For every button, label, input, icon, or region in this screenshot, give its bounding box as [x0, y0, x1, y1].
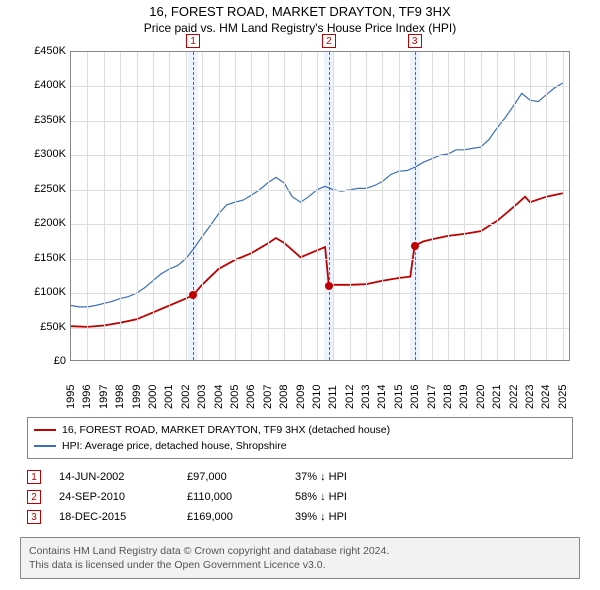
y-tick-label: £250K — [20, 183, 66, 195]
gridline — [87, 52, 88, 360]
gridline — [120, 52, 121, 360]
gridline — [169, 52, 170, 360]
y-tick-label: £400K — [20, 79, 66, 91]
gridline — [251, 52, 252, 360]
event-row-date: 14-JUN-2002 — [59, 471, 169, 483]
gridline — [71, 190, 569, 191]
events-table: 1 14-JUN-2002 £97,000 37% ↓ HPI 2 24-SEP-2010… — [27, 467, 573, 527]
gridline — [71, 293, 569, 294]
footer-line: Contains HM Land Registry data © Crown c… — [29, 544, 571, 558]
gridline — [464, 52, 465, 360]
y-tick-label: £200K — [20, 217, 66, 229]
gridline — [71, 259, 569, 260]
event-dot — [411, 242, 419, 250]
legend-label: 16, FOREST ROAD, MARKET DRAYTON, TF9 3HX… — [62, 422, 390, 438]
chart: £0 £50K £100K £150K £200K £250K £300K £350K £400… — [20, 41, 580, 411]
gridline — [546, 52, 547, 360]
event-row-badge: 3 — [27, 510, 41, 524]
legend-item: HPI: Average price, detached house, Shro… — [34, 438, 566, 454]
attribution-footer: Contains HM Land Registry data © Crown c… — [20, 537, 580, 579]
event-row-date: 18-DEC-2015 — [59, 511, 169, 523]
gridline — [366, 52, 367, 360]
y-tick-label: £300K — [20, 148, 66, 160]
event-row-delta: 39% ↓ HPI — [295, 511, 405, 523]
gridline — [497, 52, 498, 360]
gridline — [530, 52, 531, 360]
gridline — [71, 224, 569, 225]
gridline — [202, 52, 203, 360]
series-lines — [71, 52, 571, 362]
y-tick-label: £100K — [20, 286, 66, 298]
legend-swatch — [34, 445, 56, 447]
event-row-price: £110,000 — [187, 491, 277, 503]
event-dot — [325, 282, 333, 290]
gridline — [71, 121, 569, 122]
plot-area: 123 — [70, 51, 570, 361]
legend-swatch — [34, 429, 56, 431]
footer-line: This data is licensed under the Open Gov… — [29, 558, 571, 572]
gridline — [104, 52, 105, 360]
y-tick-label: £0 — [20, 355, 66, 367]
event-row-badge: 2 — [27, 490, 41, 504]
legend-item: 16, FOREST ROAD, MARKET DRAYTON, TF9 3HX… — [34, 422, 566, 438]
event-row-delta: 58% ↓ HPI — [295, 491, 405, 503]
gridline — [399, 52, 400, 360]
event-row: 2 24-SEP-2010 £110,000 58% ↓ HPI — [27, 487, 573, 507]
event-row-price: £169,000 — [187, 511, 277, 523]
gridline — [432, 52, 433, 360]
gridline — [382, 52, 383, 360]
gridline — [71, 328, 569, 329]
gridline — [563, 52, 564, 360]
gridline — [137, 52, 138, 360]
gridline — [268, 52, 269, 360]
gridline — [71, 155, 569, 156]
gridline — [153, 52, 154, 360]
legend: 16, FOREST ROAD, MARKET DRAYTON, TF9 3HX… — [27, 417, 573, 459]
gridline — [514, 52, 515, 360]
gridline — [71, 86, 569, 87]
x-tick-label: 2025 — [557, 397, 597, 409]
gridline — [350, 52, 351, 360]
gridline — [219, 52, 220, 360]
gridline — [481, 52, 482, 360]
event-row-delta: 37% ↓ HPI — [295, 471, 405, 483]
event-dot — [189, 291, 197, 299]
event-row-badge: 1 — [27, 470, 41, 484]
y-tick-label: £150K — [20, 252, 66, 264]
gridline — [235, 52, 236, 360]
page-title: 16, FOREST ROAD, MARKET DRAYTON, TF9 3HX — [0, 4, 600, 19]
gridline — [186, 52, 187, 360]
gridline — [333, 52, 334, 360]
gridline — [317, 52, 318, 360]
gridline — [284, 52, 285, 360]
event-badge: 2 — [322, 34, 336, 48]
y-tick-label: £50K — [20, 321, 66, 333]
title-block: 16, FOREST ROAD, MARKET DRAYTON, TF9 3HX… — [0, 0, 600, 37]
y-tick-label: £450K — [20, 45, 66, 57]
page-subtitle: Price paid vs. HM Land Registry's House … — [0, 21, 600, 35]
event-badge: 3 — [408, 34, 422, 48]
gridline — [448, 52, 449, 360]
event-row: 3 18-DEC-2015 £169,000 39% ↓ HPI — [27, 507, 573, 527]
gridline — [301, 52, 302, 360]
event-badge: 1 — [186, 34, 200, 48]
y-tick-label: £350K — [20, 114, 66, 126]
legend-label: HPI: Average price, detached house, Shro… — [62, 438, 287, 454]
gridline — [415, 52, 416, 360]
event-row-price: £97,000 — [187, 471, 277, 483]
page: 16, FOREST ROAD, MARKET DRAYTON, TF9 3HX… — [0, 0, 600, 579]
event-row-date: 24-SEP-2010 — [59, 491, 169, 503]
event-row: 1 14-JUN-2002 £97,000 37% ↓ HPI — [27, 467, 573, 487]
